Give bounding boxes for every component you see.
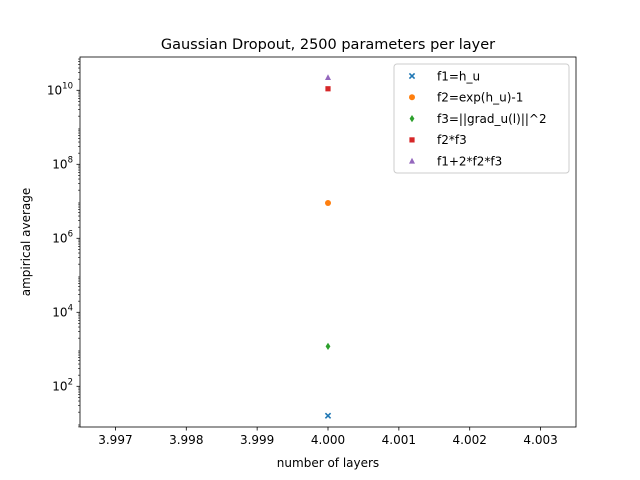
- legend: f1=h_u f2=exp(h_u)-1 f3=||grad_u(l)||^2 f2*…: [393, 63, 570, 174]
- data-point: [325, 74, 331, 81]
- legend-label: f2=exp(h_u)-1: [437, 91, 523, 105]
- x-axis: 3.997 3.998 3.999 4.000 4.001 4.002 4.003: [98, 427, 558, 447]
- legend-box: [393, 63, 570, 174]
- x-tick-label: 4.003: [523, 433, 557, 447]
- legend-label: f3=||grad_u(l)||^2: [437, 112, 547, 126]
- x-tick-label: 3.999: [240, 433, 274, 447]
- legend-marker: [409, 157, 415, 164]
- legend-label: f2*f3: [437, 133, 467, 147]
- legend-marker: [409, 115, 415, 123]
- x-tick-label: 3.997: [98, 433, 132, 447]
- x-tick-label: 4.002: [453, 433, 487, 447]
- y-tick-label: 108: [52, 155, 73, 171]
- legend-label: f1+2*f2*f3: [437, 155, 502, 169]
- chart-title: Gaussian Dropout, 2500 parameters per la…: [161, 37, 495, 53]
- x-tick-label: 4.001: [382, 433, 416, 447]
- legend-marker: [408, 72, 416, 80]
- x-axis-label: number of layers: [277, 456, 379, 470]
- y-axis: 102 104 106 108 1010: [47, 58, 80, 428]
- data-point: [325, 199, 331, 206]
- data-marks: [324, 74, 332, 419]
- legend-marker: [409, 137, 415, 143]
- y-tick-label: 106: [52, 229, 73, 245]
- y-axis-label: ampirical average: [19, 188, 33, 297]
- y-tick-label: 104: [52, 303, 73, 319]
- y-tick-label: 102: [52, 377, 73, 393]
- legend-label: f1=h_u: [437, 69, 480, 83]
- legend-marker: [409, 94, 415, 101]
- x-tick-label: 3.998: [169, 433, 203, 447]
- y-tick-label: 1010: [47, 81, 73, 97]
- data-point: [325, 86, 331, 92]
- data-point: [324, 412, 332, 419]
- data-point: [325, 342, 331, 350]
- x-tick-label: 4.000: [311, 433, 345, 447]
